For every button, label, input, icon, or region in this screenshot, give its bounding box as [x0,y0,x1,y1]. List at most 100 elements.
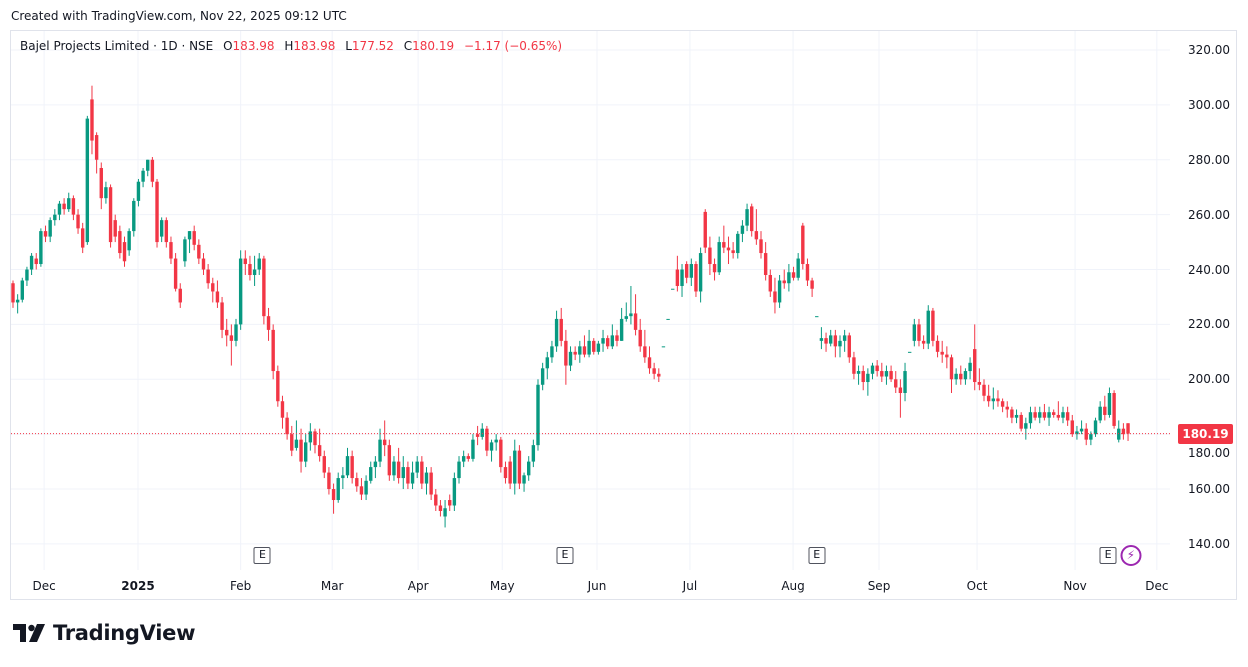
candle [290,425,294,457]
candle [1056,401,1061,421]
candle [661,346,666,348]
candle [1014,409,1019,424]
candle [113,214,117,243]
candle [838,335,842,358]
candle-body [11,283,15,303]
chart-frame[interactable] [10,30,1237,600]
candle [791,266,796,281]
candle-body [522,475,526,484]
time-tick-label: Sep [867,579,891,593]
candle [387,439,392,481]
candle-body [554,318,559,347]
candle [931,307,935,347]
candle [973,324,977,391]
candle [1107,387,1112,418]
candle-body [736,233,740,254]
candle [777,275,782,308]
candle-body [698,253,703,292]
candle-body [745,209,749,226]
earnings-event-icon[interactable]: E [808,547,826,564]
candle [833,329,838,358]
candle-body [884,371,889,377]
earnings-event-icon[interactable]: E [253,547,271,564]
candle [824,332,828,352]
candle [921,335,926,350]
candle [108,184,113,248]
candle [982,379,986,402]
candle [392,456,396,481]
candle-body [43,231,48,237]
candle [545,351,549,380]
candle [1121,423,1126,440]
candle-body [1112,393,1116,426]
candle [717,236,721,276]
candle-body [1093,420,1098,435]
candle-body [801,225,805,265]
candle [1005,401,1009,418]
candle [434,489,438,511]
candle [159,217,164,243]
candle-body [513,450,517,484]
candle [787,264,791,292]
candle-body [684,264,689,278]
symbol-title[interactable]: Bajel Projects Limited · 1D · NSE [20,39,214,53]
candle [373,456,378,479]
candle-body [485,428,489,451]
candle [350,450,354,484]
candle-body [1079,428,1084,432]
candle-body [99,167,103,199]
candle-body [768,275,772,292]
lightning-event-icon[interactable]: ⚡ [1120,545,1142,566]
candles [11,85,1130,528]
candle-body [146,159,150,171]
candle-body [550,346,554,358]
candle [285,412,289,440]
candle [53,209,57,226]
candle [43,225,48,243]
gridlines [11,31,1170,570]
candle-body [1121,428,1126,435]
candle [252,255,257,286]
candle-body [912,324,917,341]
candle [861,365,865,391]
candle-body [452,478,457,506]
candle-body [750,206,754,232]
candle-body [252,269,257,276]
candle [485,425,489,457]
candle [127,228,131,256]
candle-body [1038,412,1042,418]
candle-body [559,318,563,341]
candle [359,478,364,501]
candle [731,242,735,259]
candle [229,324,234,366]
candle-body [257,258,261,270]
candle [415,456,419,479]
candle-body [434,494,438,506]
candle [62,198,66,215]
candle-body [15,299,20,303]
candle-body [104,187,108,199]
candle [815,316,819,318]
candle-body [1024,423,1028,429]
candle [773,277,777,314]
candle-body [694,264,698,292]
candle [489,439,494,462]
price-tick-label: 240.00 [1188,262,1230,277]
candle-body [303,442,308,462]
candle [155,178,159,248]
candle [1042,403,1047,421]
candle-body [1065,412,1070,421]
candle [1000,398,1005,413]
candle [211,277,215,303]
candle-body [968,362,972,372]
tradingview-logo-text: TradingView [53,621,196,645]
candle-body [461,456,466,462]
candle [234,318,238,347]
candle [141,167,145,188]
tradingview-logo[interactable]: TradingView [13,621,195,645]
earnings-event-icon[interactable]: E [556,547,574,564]
earnings-event-icon[interactable]: E [1099,547,1117,564]
candle-body [759,239,763,254]
candle-body [350,456,354,479]
